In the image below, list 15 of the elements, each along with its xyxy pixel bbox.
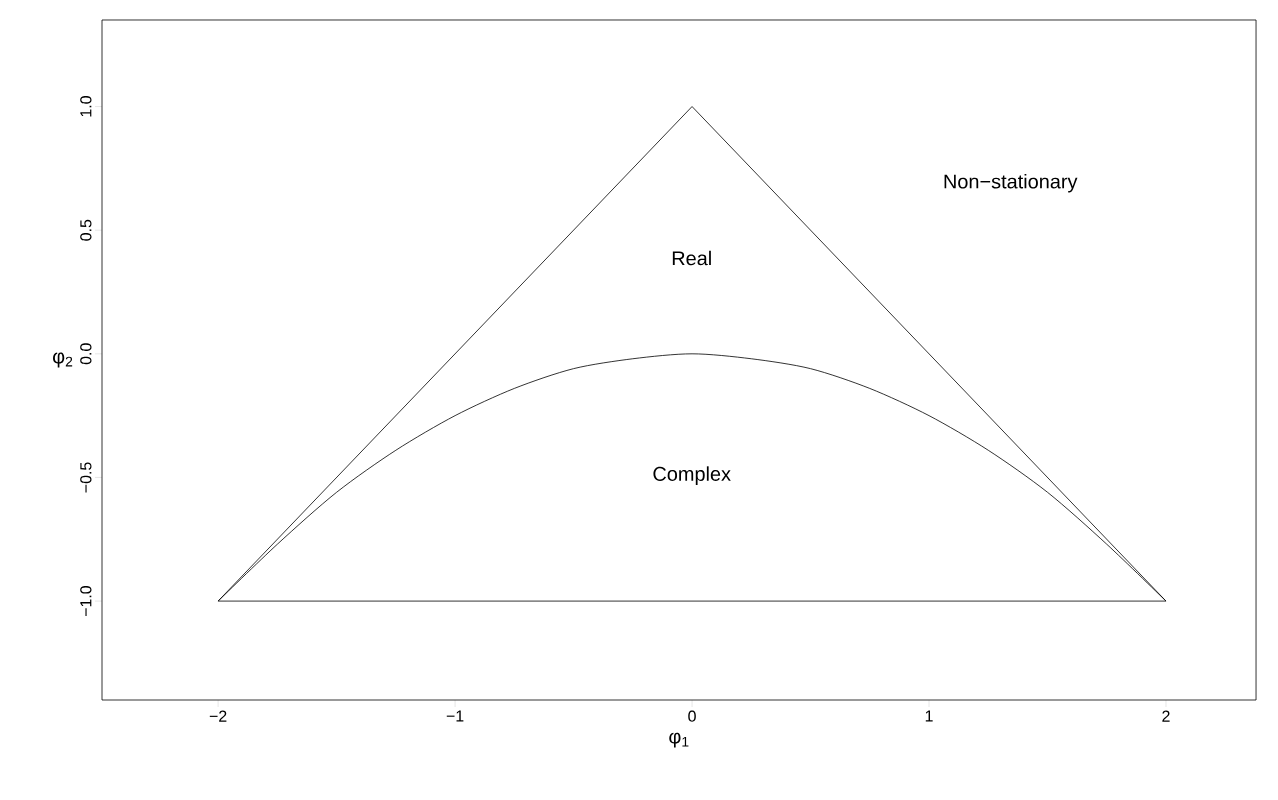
y-tick-label: 0.5 [80, 219, 92, 241]
annotation: Complex [653, 466, 731, 485]
x-tick-label: −1 [446, 710, 464, 722]
x-tick-label: 2 [1162, 710, 1170, 722]
y-tick-label: 1.0 [80, 96, 92, 117]
y-tick-label: 0.0 [80, 343, 92, 365]
annotation: Non−stationary [944, 173, 1078, 193]
x-tick-label: 1 [925, 710, 933, 722]
y-tick-label: −1.0 [80, 585, 92, 617]
x-tick-label: −2 [209, 710, 227, 722]
y-tick-label: −0.5 [80, 462, 92, 493]
y-axis-title: φ$_{2}$ [53, 352, 73, 368]
x-tick-label: 0 [688, 710, 696, 722]
x-axis-title: φ$_{1}$ [669, 732, 689, 748]
annotation: Real [672, 250, 711, 266]
